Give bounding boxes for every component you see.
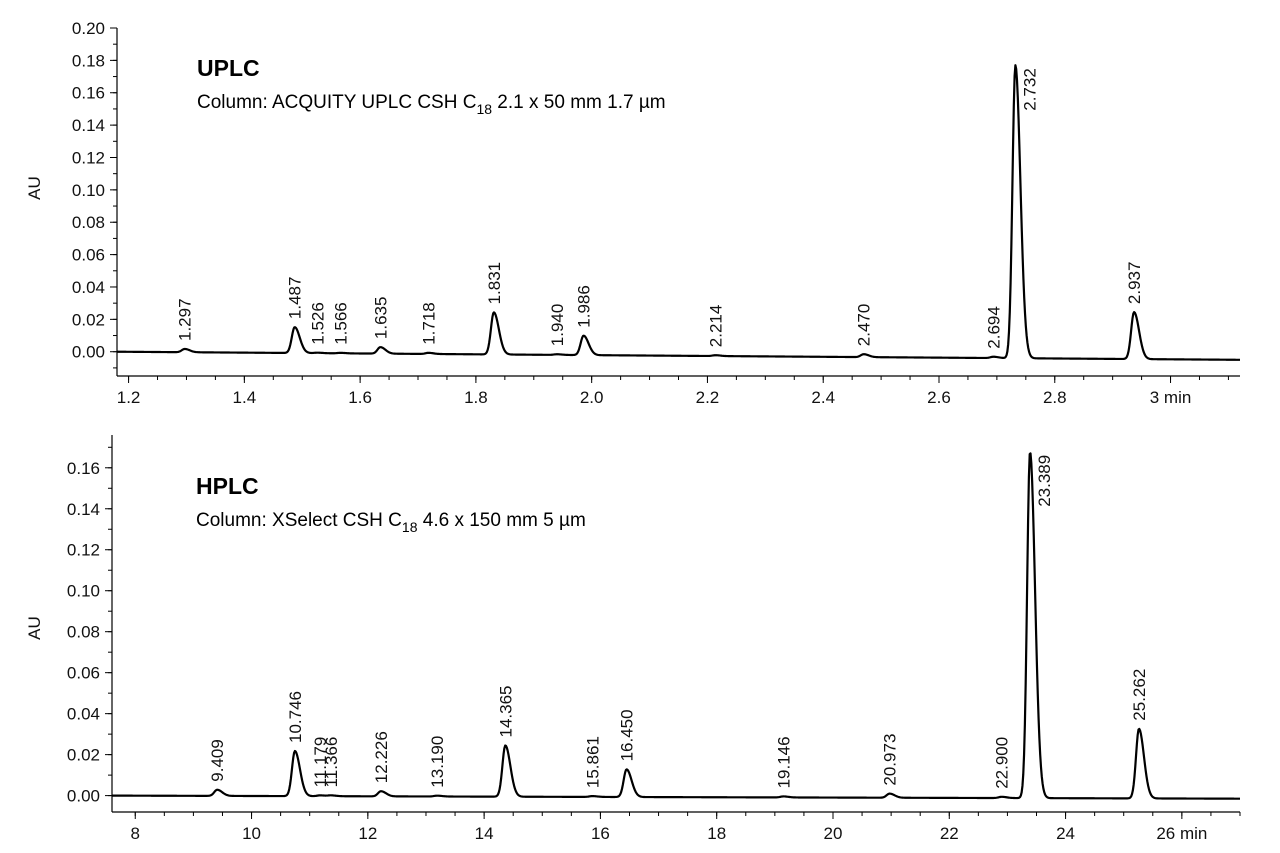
uplc-title: UPLC	[197, 55, 260, 81]
uplc-y-tick-label: 0.08	[72, 213, 105, 232]
uplc-peak-label: 2.937	[1125, 262, 1144, 305]
uplc-y-tick-label: 0.00	[72, 343, 105, 362]
uplc-peak-label: 1.831	[485, 262, 504, 305]
hplc-peak-label: 10.746	[286, 691, 305, 743]
uplc-peak-label: 1.526	[308, 302, 327, 345]
uplc-peak-label: 1.986	[575, 285, 594, 328]
hplc-chromatogram-trace	[111, 452, 1241, 800]
hplc-y-tick-label: 0.12	[67, 541, 100, 560]
hplc-x-tick-label: 22	[940, 824, 959, 843]
hplc-y-tick-label: 0.10	[67, 582, 100, 601]
uplc-x-tick-label: 1.8	[464, 388, 488, 407]
hplc-x-tick-label: 24	[1056, 824, 1075, 843]
hplc-y-tick-label: 0.08	[67, 623, 100, 642]
uplc-y-tick-label: 0.14	[72, 116, 105, 135]
hplc-x-tick-label: 16	[591, 824, 610, 843]
uplc-x-tick-label: 2.4	[811, 388, 835, 407]
uplc-column-subscript: 18	[476, 101, 492, 117]
uplc-x-tick-label: 2.2	[696, 388, 720, 407]
hplc-y-tick-label: 0.00	[67, 787, 100, 806]
hplc-y-tick-label: 0.06	[67, 664, 100, 683]
uplc-y-tick-label: 0.04	[72, 278, 105, 297]
hplc-peak-label: 15.861	[583, 736, 602, 788]
hplc-title: HPLC	[196, 473, 259, 499]
hplc-x-tick-label: 12	[358, 824, 377, 843]
uplc-column-prefix: Column: ACQUITY UPLC CSH C	[197, 92, 476, 113]
uplc-peak-label: 1.297	[176, 298, 195, 341]
hplc-peak-label: 20.973	[881, 734, 900, 786]
uplc-y-tick-label: 0.18	[72, 51, 105, 70]
uplc-peak-label: 2.214	[707, 305, 726, 348]
hplc-peak-label: 22.900	[993, 737, 1012, 789]
uplc-x-tick-label: 1.6	[348, 388, 372, 407]
hplc-column-prefix: Column: XSelect CSH C	[196, 510, 402, 531]
uplc-peak-label: 1.940	[548, 304, 567, 347]
uplc-y-tick-label: 0.20	[72, 19, 105, 38]
uplc-x-tick-label: 1.4	[233, 388, 257, 407]
uplc-y-tick-label: 0.10	[72, 181, 105, 200]
hplc-peak-label: 14.365	[496, 686, 515, 738]
hplc-x-tick-label: 20	[824, 824, 843, 843]
hplc-peak-label: 13.190	[428, 736, 447, 788]
uplc-peak-label: 2.732	[1020, 68, 1039, 111]
uplc-y-tick-label: 0.12	[72, 148, 105, 167]
hplc-x-tick-label: 14	[475, 824, 494, 843]
uplc-x-tick-label: 2.6	[927, 388, 951, 407]
uplc-peak-label: 2.694	[984, 306, 1003, 349]
hplc-y-tick-label: 0.02	[67, 746, 100, 765]
uplc-peak-label: 1.718	[419, 302, 438, 345]
uplc-y-tick-label: 0.06	[72, 246, 105, 265]
uplc-y-tick-label: 0.16	[72, 84, 105, 103]
uplc-column-suffix: 2.1 x 50 mm 1.7 µm	[492, 92, 666, 113]
uplc-peak-label: 2.470	[855, 304, 874, 347]
uplc-x-tick-label: 2.0	[580, 388, 604, 407]
hplc-column-subscript: 18	[402, 519, 418, 535]
hplc-peak-label: 9.409	[208, 739, 227, 782]
uplc-chromatogram-panel: UPLC Column: ACQUITY UPLC CSH C18 2.1 x …	[25, 19, 1241, 407]
uplc-chromatogram-trace	[116, 64, 1241, 361]
hplc-chromatogram-panel: HPLC Column: XSelect CSH C18 4.6 x 150 m…	[25, 435, 1241, 843]
hplc-y-tick-label: 0.04	[67, 705, 100, 724]
uplc-x-tick-label: 1.2	[117, 388, 141, 407]
hplc-peak-label: 25.262	[1130, 669, 1149, 721]
uplc-peak-label: 1.635	[371, 297, 390, 340]
uplc-y-tick-label: 0.02	[72, 310, 105, 329]
hplc-x-tick-label: 10	[242, 824, 261, 843]
hplc-x-tick-label: 26 min	[1156, 824, 1207, 843]
hplc-peak-label: 11.179	[311, 737, 330, 788]
uplc-peak-label: 1.566	[331, 302, 350, 345]
hplc-y-axis-label: AU	[25, 616, 44, 640]
uplc-column-label: Column: ACQUITY UPLC CSH C18 2.1 x 50 mm…	[197, 92, 666, 117]
hplc-column-label: Column: XSelect CSH C18 4.6 x 150 mm 5 µ…	[196, 510, 586, 535]
hplc-peak-label: 19.146	[774, 736, 793, 788]
hplc-x-tick-label: 18	[707, 824, 726, 843]
hplc-peak-label: 11.366	[322, 737, 341, 788]
hplc-peak-label: 12.226	[372, 731, 391, 783]
uplc-x-tick-label: 3 min	[1150, 388, 1192, 407]
uplc-peak-label: 1.487	[286, 277, 305, 320]
uplc-y-axis-label: AU	[25, 176, 44, 200]
hplc-y-tick-label: 0.16	[67, 459, 100, 478]
hplc-peak-label: 16.450	[618, 709, 637, 761]
hplc-x-tick-label: 8	[131, 824, 140, 843]
hplc-y-tick-label: 0.14	[67, 500, 100, 519]
hplc-column-suffix: 4.6 x 150 mm 5 µm	[417, 510, 585, 531]
uplc-x-tick-label: 2.8	[1043, 388, 1067, 407]
hplc-peak-label: 23.389	[1035, 455, 1054, 507]
